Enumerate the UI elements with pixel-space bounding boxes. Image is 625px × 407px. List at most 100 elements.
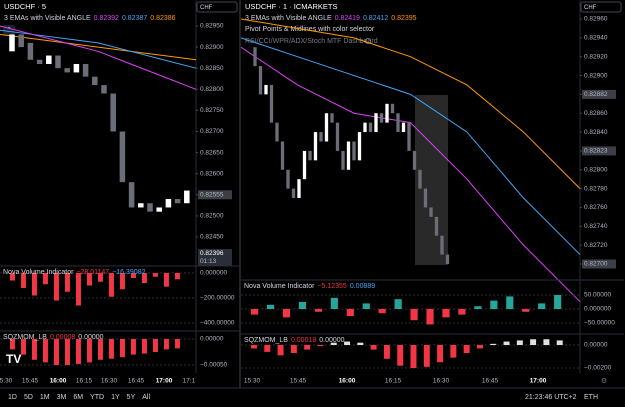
- price-label: 0.82920: [584, 53, 608, 60]
- price-label: 0.82555: [200, 192, 224, 199]
- nova-bar: [442, 309, 450, 318]
- nova-bar: [120, 273, 125, 290]
- time-label: 15:45: [22, 378, 39, 385]
- nova-bar: [346, 309, 354, 316]
- ema-line: [240, 18, 581, 189]
- symbol: USDCHF · 1 · ICMARKETS: [245, 2, 338, 11]
- eye-icon[interactable]: [365, 38, 371, 44]
- price-label: 0.82940: [584, 35, 608, 42]
- ema-label: 3 EMAs with Visible ANGLE: [4, 15, 91, 22]
- time-label: 16:45: [482, 378, 499, 385]
- candle: [434, 216, 439, 236]
- nova-bar: [109, 273, 114, 297]
- sqz-label: SQZMOM_LB: [3, 334, 47, 341]
- candle: [46, 55, 52, 64]
- range-button[interactable]: 1Y: [111, 394, 120, 401]
- candle: [138, 203, 144, 208]
- nova-bar: [298, 302, 307, 309]
- nova-bar: [522, 309, 530, 312]
- range-button[interactable]: 1M: [40, 394, 50, 401]
- ema-value: 0.82412: [363, 15, 388, 22]
- candle: [119, 131, 126, 183]
- collapse-icon: ⌃: [6, 26, 12, 34]
- currency-select[interactable]: [580, 1, 622, 13]
- sqz-bar: [120, 339, 125, 358]
- candle: [412, 150, 417, 170]
- range-button[interactable]: 6M: [73, 394, 83, 401]
- nova-bar: [490, 300, 498, 309]
- price-label: 0.82882: [584, 91, 608, 98]
- ema-value: 0.82386: [150, 15, 175, 22]
- nova-value: −5.12355: [317, 283, 346, 290]
- sqz-bar: [65, 339, 70, 365]
- indicator-tick-label: −400.00000: [200, 320, 235, 327]
- nova-bar: [76, 273, 81, 306]
- nova-label: Nova Volume Indicator: [3, 269, 74, 276]
- range-button[interactable]: All: [142, 394, 150, 401]
- time-label: 15:30: [244, 378, 261, 385]
- candle: [302, 150, 307, 180]
- nova-bar: [554, 295, 562, 309]
- nova-bar: [87, 273, 92, 286]
- candle: [385, 103, 389, 123]
- last-price: 0.82396: [200, 250, 224, 257]
- sqz-bar: [476, 345, 483, 349]
- candle: [390, 103, 395, 114]
- nova-legend: Nova Volume Indicator −28.01147 −16.39082: [3, 269, 146, 276]
- candle: [319, 132, 323, 142]
- sqz-bar: [142, 339, 147, 354]
- range-button[interactable]: 1D: [8, 394, 17, 401]
- sqz-bar: [410, 345, 417, 368]
- sqz-bar: [344, 341, 351, 345]
- nova-bar: [362, 303, 370, 309]
- candle: [308, 150, 312, 161]
- candle: [324, 113, 329, 142]
- indicator-tick-label: 0.000000: [584, 306, 611, 313]
- sqz-value: 0.00000: [319, 337, 344, 344]
- price-label: 0.82740: [584, 223, 608, 230]
- sqz-bar: [556, 340, 563, 345]
- candle: [27, 42, 34, 60]
- indicator-tick-label: −200.00000: [200, 295, 235, 302]
- sqz-bar: [330, 342, 337, 345]
- ema-value: 0.82387: [122, 15, 147, 22]
- sqz-bar: [175, 339, 180, 349]
- indicator-tick-label: −50.00000: [584, 320, 615, 327]
- candle: [264, 84, 268, 95]
- price-label: 0.82450: [200, 234, 224, 241]
- candle: [396, 113, 400, 133]
- sqz-bar: [10, 339, 15, 350]
- sqz-bar: [463, 345, 470, 354]
- time-label: 16:45: [128, 378, 145, 385]
- range-button[interactable]: 3M: [57, 394, 67, 401]
- range-button[interactable]: YTD: [90, 394, 104, 401]
- range-button[interactable]: 5Y: [127, 394, 136, 401]
- currency-select[interactable]: [196, 1, 238, 13]
- candle: [64, 68, 70, 73]
- ema-label: 3 EMAs with Visible ANGLE: [245, 15, 332, 22]
- price-label: 0.82950: [200, 23, 224, 30]
- price-label: 0.82960: [584, 16, 608, 23]
- time-label: 17:1: [183, 378, 196, 385]
- range-button[interactable]: 5D: [24, 394, 33, 401]
- candle: [374, 113, 378, 133]
- price-label: 0.82900: [584, 72, 608, 79]
- time-label: 5:30: [0, 378, 13, 385]
- exchange[interactable]: ETH: [584, 394, 598, 401]
- settings-icon[interactable]: ⚙: [601, 377, 607, 385]
- sqz-legend: SQZMOM_LB 0.00018 0.00000: [244, 337, 345, 344]
- nova-bar: [54, 273, 59, 301]
- nova-bar: [32, 273, 37, 296]
- ema-value: 0.82395: [391, 15, 416, 22]
- price-label: 0.82760: [584, 204, 608, 211]
- nova-bar: [410, 309, 418, 321]
- sqz-label: SQZMOM_LB: [244, 337, 288, 344]
- candle: [156, 207, 162, 212]
- nova-bar: [65, 273, 70, 292]
- nova-bar: [538, 303, 546, 309]
- candle: [101, 85, 107, 94]
- ema-line: [240, 37, 581, 255]
- ema-value: 0.82392: [94, 15, 119, 22]
- ema-legend: 3 EMAs with Visible ANGLE 0.82392 0.82387 0…: [4, 15, 176, 22]
- sqz-bar: [251, 345, 257, 349]
